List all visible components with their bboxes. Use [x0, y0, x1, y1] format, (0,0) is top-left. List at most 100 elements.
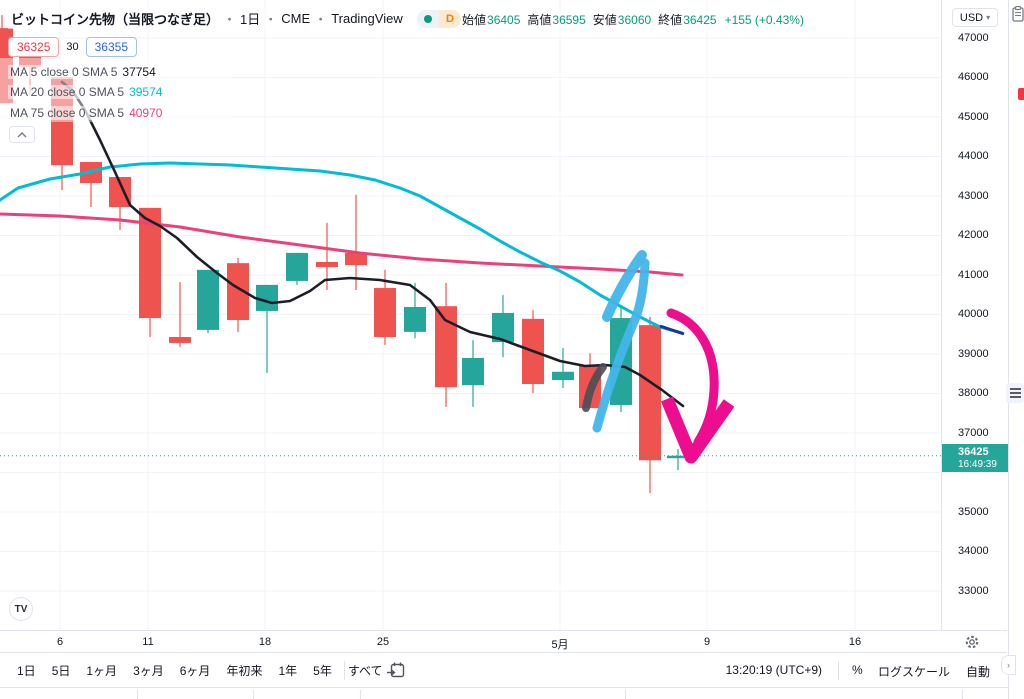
price-tick: 47000: [958, 31, 989, 44]
candle-body: [345, 252, 367, 266]
bar-countdown: 16:49:39: [958, 458, 997, 470]
spread-value: 30: [66, 41, 79, 53]
price-tick: 35000: [958, 505, 989, 518]
chevron-down-icon: ▾: [986, 13, 991, 22]
ma-line-ma75: [0, 212, 684, 277]
candle-body: [197, 269, 219, 330]
candle-body: [139, 207, 161, 319]
candle-body: [462, 357, 484, 386]
time-tick: 16: [848, 636, 862, 648]
candle-body: [667, 455, 689, 459]
time-tick: 9: [703, 636, 711, 648]
price-tick: 43000: [958, 189, 989, 202]
auto-scale-button[interactable]: 自動: [966, 665, 991, 679]
price-tick: 34000: [958, 545, 989, 557]
range-button-3ヶ月[interactable]: 3ヶ月: [133, 663, 164, 678]
date-range-buttons: 1日 5日 1ヶ月 3ヶ月 6ヶ月 年初来 1年 5年 すべて: [14, 653, 386, 687]
candle-body: [227, 263, 249, 321]
range-button-6ヶ月[interactable]: 6ヶ月: [179, 663, 211, 678]
up-arrow-barb[interactable]: [602, 250, 647, 322]
price-tick: 39000: [958, 347, 989, 360]
candle-body: [109, 177, 131, 208]
price-tick: 41000: [958, 268, 989, 281]
price-tick: 46000: [958, 71, 989, 83]
currency-dropdown[interactable]: USD ▾: [952, 8, 998, 27]
range-button-1日[interactable]: 1日: [17, 663, 36, 678]
interval-badge: D: [439, 10, 461, 28]
low-value: 36060: [617, 13, 652, 27]
candle-body: [374, 288, 396, 338]
price-tick: 44000: [958, 150, 989, 162]
interval-label: 1日: [240, 12, 261, 27]
alert-icon[interactable]: [1018, 88, 1024, 100]
ma20-end-tip[interactable]: [659, 324, 685, 336]
last-price-tag: 36425 16:49:39: [942, 444, 1008, 472]
range-button-すべて[interactable]: すべて: [347, 663, 383, 678]
chevron-up-icon: [17, 131, 27, 137]
candle-body: [404, 306, 426, 332]
ma75-value: 40970: [129, 106, 163, 120]
candle-body: [552, 371, 574, 381]
price-tick: 42000: [958, 229, 989, 241]
up-arrow-stem[interactable]: [592, 258, 650, 433]
price-tick: 33000: [958, 584, 989, 597]
range-button-1年[interactable]: 1年: [278, 663, 298, 678]
price-axis[interactable]: USD ▾ 47000 46000 45000 44000 43000 42000 4100…: [941, 0, 1008, 630]
range-button-5日[interactable]: 5日: [51, 663, 71, 678]
right-sidebar: ›: [1001, 0, 1024, 699]
toolbar-divider: [344, 661, 345, 680]
high-value: 36595: [552, 13, 586, 27]
time-tick: 18: [258, 636, 272, 648]
go-to-date-icon[interactable]: [386, 661, 406, 680]
sidebar-expand-chevron[interactable]: ›: [1001, 655, 1016, 675]
candle-body: [286, 252, 308, 281]
indicator-row-ma75[interactable]: MA 75 close 0 SMA 5 40970: [8, 106, 165, 120]
market-status-badge[interactable]: D: [417, 10, 461, 28]
time-tick: 25: [376, 636, 390, 648]
range-button-5年[interactable]: 5年: [313, 663, 332, 678]
candle-body: [435, 306, 457, 388]
candle-body: [169, 337, 191, 343]
ma5-value: 37754: [122, 65, 156, 79]
exchange-label: CME: [281, 11, 311, 26]
range-button-1ヶ月[interactable]: 1ヶ月: [86, 663, 118, 678]
clipboard-icon[interactable]: [1012, 6, 1024, 22]
up-arrow-shadow[interactable]: [582, 363, 607, 412]
symbol-name: ビットコイン先物（当限つなぎ足）: [11, 12, 220, 27]
time-tick: 11: [142, 636, 154, 648]
tradingview-logo[interactable]: TV: [9, 597, 33, 621]
ma-line-ma20: [0, 161, 684, 335]
gear-icon[interactable]: [964, 634, 980, 650]
bottom-panel-edge: [0, 687, 1024, 699]
indicator-row-ma20[interactable]: MA 20 close 0 SMA 5 39574: [8, 85, 165, 99]
indicator-row-ma5[interactable]: MA 5 close 0 SMA 5 37754: [8, 65, 158, 79]
time-axis[interactable]: 6 11 18 25 5月 9 16: [0, 630, 1007, 652]
symbol-title[interactable]: ビットコイン先物（当限つなぎ足）・ 1日・ CME ・ TradingView: [8, 8, 406, 29]
clock[interactable]: 13:20:19 (UTC+9): [725, 663, 822, 677]
price-tick: 37000: [958, 426, 989, 439]
ask-button[interactable]: 36355: [85, 37, 137, 57]
close-value: 36425: [683, 13, 717, 27]
candle-body: [639, 325, 661, 461]
bid-button[interactable]: 36325: [8, 37, 60, 57]
percent-scale-button[interactable]: %: [852, 663, 863, 677]
ohlc-values: 始値36405 高値36595 安値36060 終値36425 +155 (+0…: [462, 11, 804, 28]
price-tick: 40000: [958, 308, 989, 320]
price-tick: 45000: [958, 110, 989, 123]
market-open-dot-icon: [424, 15, 432, 23]
time-tick: 5月: [551, 639, 569, 651]
legend-collapse-button[interactable]: [9, 126, 35, 143]
platform-label: TradingView: [331, 11, 403, 26]
bottom-toolbar: 1日 5日 1ヶ月 3ヶ月 6ヶ月 年初来 1年 5年 すべて 13:20:19 (UTC+9)…: [0, 652, 1007, 687]
time-tick: 6: [56, 636, 64, 648]
down-arrow-head[interactable]: [660, 396, 735, 464]
log-scale-button[interactable]: ログスケール: [878, 665, 951, 679]
change-value: +155 (+0.43%): [724, 12, 804, 27]
chart-canvas[interactable]: [0, 0, 941, 630]
range-button-年初来[interactable]: 年初来: [226, 663, 263, 678]
last-price-value: 36425: [958, 446, 989, 458]
price-tick: 38000: [958, 387, 989, 399]
ma-line-ma5: [60, 80, 685, 408]
object-tree-icon[interactable]: [1006, 383, 1024, 403]
